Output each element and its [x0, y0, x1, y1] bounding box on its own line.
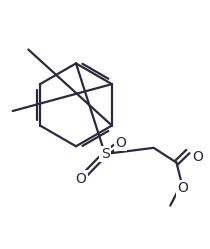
Text: O: O: [193, 150, 203, 164]
Text: O: O: [76, 172, 87, 186]
Text: S: S: [101, 147, 109, 161]
Text: O: O: [115, 136, 126, 150]
Text: O: O: [177, 181, 188, 195]
